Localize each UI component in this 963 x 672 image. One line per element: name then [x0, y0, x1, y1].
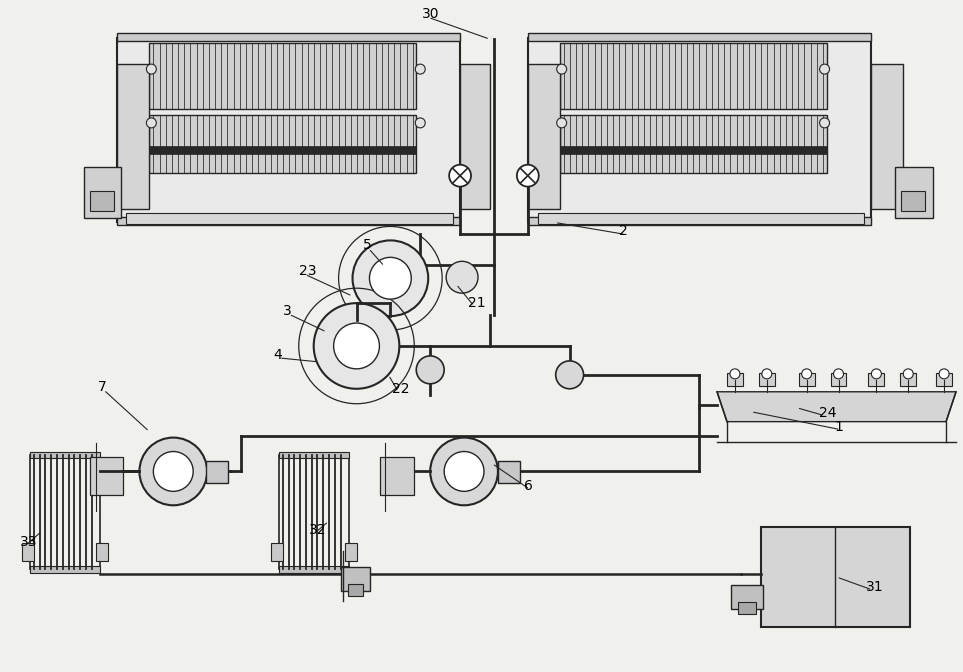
Bar — [348, 584, 363, 596]
Bar — [537, 212, 865, 224]
Text: 31: 31 — [867, 580, 884, 594]
Bar — [341, 567, 371, 591]
Circle shape — [730, 369, 740, 379]
Text: 21: 21 — [468, 296, 485, 310]
Bar — [90, 458, 123, 495]
Bar — [90, 191, 114, 210]
Circle shape — [314, 303, 400, 389]
Bar — [30, 452, 99, 458]
Circle shape — [415, 64, 426, 74]
Bar — [738, 602, 756, 614]
Bar — [117, 218, 460, 226]
Bar — [759, 373, 775, 386]
Circle shape — [140, 437, 207, 505]
Text: 22: 22 — [392, 382, 410, 396]
Bar — [117, 33, 460, 41]
Circle shape — [517, 165, 538, 187]
Bar — [149, 43, 416, 109]
Text: 33: 33 — [20, 535, 38, 549]
Bar — [380, 458, 414, 495]
Circle shape — [557, 118, 566, 128]
Bar — [761, 528, 910, 627]
Circle shape — [370, 257, 411, 299]
Bar — [936, 373, 952, 386]
Bar — [271, 543, 283, 561]
Text: 6: 6 — [524, 479, 533, 493]
Circle shape — [146, 118, 156, 128]
Circle shape — [939, 369, 950, 379]
Circle shape — [556, 361, 584, 389]
Text: 4: 4 — [273, 348, 281, 362]
Circle shape — [834, 369, 844, 379]
Circle shape — [415, 118, 426, 128]
Circle shape — [430, 437, 498, 505]
Bar — [528, 64, 560, 208]
Bar — [727, 373, 742, 386]
Text: 5: 5 — [362, 239, 372, 253]
Bar — [528, 38, 872, 222]
Circle shape — [872, 369, 881, 379]
Text: 32: 32 — [309, 523, 326, 537]
Circle shape — [820, 118, 829, 128]
Circle shape — [820, 64, 829, 74]
Circle shape — [446, 261, 478, 293]
Bar — [528, 218, 872, 226]
Bar — [872, 64, 903, 208]
Text: 24: 24 — [819, 406, 836, 419]
Bar — [30, 566, 99, 573]
Bar — [84, 167, 121, 218]
Bar — [830, 373, 846, 386]
Circle shape — [333, 323, 379, 369]
Bar — [869, 373, 884, 386]
Bar — [95, 543, 108, 561]
Bar — [901, 191, 925, 210]
Bar — [117, 64, 149, 208]
Bar — [498, 462, 520, 483]
Bar — [345, 543, 356, 561]
Bar — [560, 146, 826, 154]
Text: 2: 2 — [619, 224, 628, 239]
Circle shape — [444, 452, 484, 491]
Text: 1: 1 — [835, 419, 844, 433]
Circle shape — [801, 369, 812, 379]
Text: 23: 23 — [299, 264, 316, 278]
Polygon shape — [717, 392, 956, 421]
Bar — [22, 543, 34, 561]
Bar — [149, 115, 416, 173]
Bar — [900, 373, 916, 386]
Circle shape — [762, 369, 771, 379]
Circle shape — [557, 64, 566, 74]
Text: 7: 7 — [97, 380, 106, 394]
Text: 3: 3 — [283, 304, 292, 318]
Bar — [279, 452, 349, 458]
Circle shape — [153, 452, 194, 491]
Circle shape — [352, 241, 429, 316]
Bar — [528, 33, 872, 41]
Bar — [560, 43, 826, 109]
Bar — [149, 146, 416, 154]
Bar — [460, 64, 490, 208]
Bar — [117, 38, 460, 222]
Circle shape — [449, 165, 471, 187]
Circle shape — [416, 356, 444, 384]
Bar — [560, 115, 826, 173]
Text: 30: 30 — [422, 7, 440, 22]
Bar — [798, 373, 815, 386]
Bar — [896, 167, 933, 218]
Bar — [731, 585, 763, 609]
Bar — [206, 462, 228, 483]
Circle shape — [903, 369, 913, 379]
Bar — [279, 566, 349, 573]
Circle shape — [146, 64, 156, 74]
Bar — [279, 454, 349, 569]
Bar — [30, 454, 99, 569]
Bar — [126, 212, 454, 224]
